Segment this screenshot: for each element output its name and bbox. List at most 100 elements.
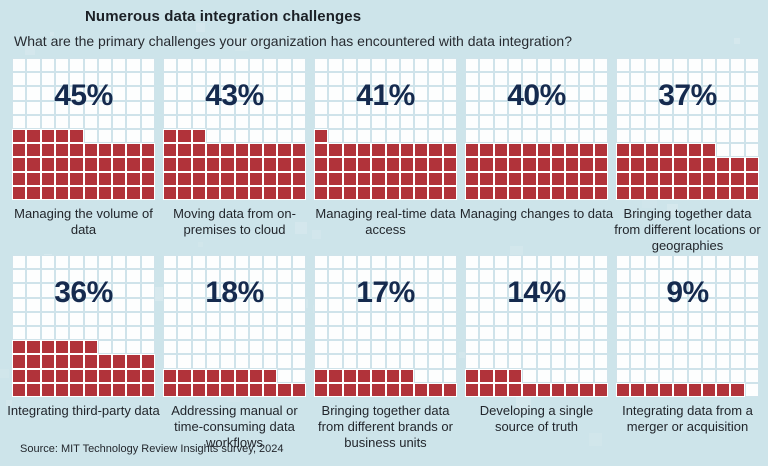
waffle-cell [220,255,235,270]
waffle-cell [701,255,717,270]
waffle-cell [12,157,27,172]
waffle-cell [630,143,645,158]
waffle-cell [234,255,249,270]
waffle-cell [69,143,84,158]
waffle-cell [673,325,688,341]
waffle-cell [687,86,702,101]
waffle-cell [550,185,566,200]
waffle-cell [328,382,343,397]
waffle-cell [644,325,659,341]
waffle-cell [701,114,717,129]
waffle-cell [479,269,494,284]
waffle-cell [126,340,141,355]
waffle-cell [385,100,400,115]
waffle-cell [522,283,537,298]
waffle-cell [744,114,759,129]
waffle-cell [191,72,206,87]
waffle-cell [112,340,127,355]
waffle-cell [522,128,537,144]
waffle-cell [191,157,206,172]
waffle-cell [493,114,508,129]
waffle-cell [550,368,566,383]
waffle-cell [616,72,631,87]
waffle-cell [163,58,178,73]
waffle-cell [126,368,141,383]
waffle-cell [630,340,645,355]
waffle-cell [291,171,306,186]
waffle-cell [414,171,429,186]
waffle-cell [701,185,717,200]
waffle-cell [493,171,508,186]
waffle-cell [658,58,674,73]
waffle-cell [730,114,745,129]
waffle-cell [356,297,372,312]
waffle-cell [522,58,537,73]
waffle-cell [644,157,659,172]
waffle-cell [744,185,759,200]
waffle-cell [630,325,645,341]
waffle-cell [12,171,27,186]
waffle-cell [112,86,127,101]
waffle-cell [616,143,631,158]
waffle-cell [126,354,141,369]
waffle-cell [414,297,429,312]
waffle-cell [314,382,329,397]
waffle-cell [220,354,235,369]
waffle-cell [177,354,192,369]
waffle-cell [687,157,702,172]
waffle-cell [687,297,702,312]
waffle-cell [277,311,292,326]
waffle-panel: 37% Bringing together data from different… [614,58,761,254]
waffle-cell [277,128,292,144]
waffle-cell [291,114,306,129]
waffle-cell [565,368,580,383]
waffle-cell [177,171,192,186]
waffle-cell [342,340,357,355]
waffle-cell [593,114,608,129]
waffle-cell [54,185,70,200]
waffle-cell [191,283,206,298]
waffle-cell [291,269,306,284]
waffle-cell [69,100,84,115]
waffle-cell [565,128,580,144]
waffle-cell [83,368,98,383]
waffle-cell [263,72,278,87]
waffle-cell [687,143,702,158]
waffle-cell [579,368,594,383]
waffle-cell [40,354,55,369]
waffle-cell [479,100,494,115]
waffle-cell [493,157,508,172]
waffle-cell [428,382,443,397]
waffle-cell [687,255,702,270]
waffle-cell [163,143,178,158]
waffle-cell [716,382,731,397]
waffle-cell [730,185,745,200]
waffle-cell [730,325,745,341]
waffle-cell [371,354,386,369]
waffle-cell [356,157,372,172]
waffle-cell [97,368,113,383]
waffle-cell [328,269,343,284]
waffle-cell [54,86,70,101]
waffle-cell [314,128,329,144]
waffle-cell [291,100,306,115]
waffle-panel: 14% Developing a single source of truth [465,255,608,451]
waffle-cell [205,311,221,326]
waffle-cell [716,100,731,115]
waffle-cell [163,354,178,369]
waffle-cell [744,325,759,341]
waffle-cell [263,311,278,326]
waffle-cell [126,58,141,73]
category-label: Addressing manual or time-consuming data… [171,403,298,450]
waffle-cell [40,58,55,73]
waffle-cell [399,86,415,101]
waffle-cell [54,72,70,87]
waffle-cell [371,58,386,73]
waffle-cell [701,58,717,73]
waffle-cell [687,128,702,144]
waffle-cell [328,128,343,144]
waffle-cell [220,325,235,341]
waffle-cell [579,340,594,355]
waffle-cell [140,171,155,186]
waffle-cell [593,185,608,200]
